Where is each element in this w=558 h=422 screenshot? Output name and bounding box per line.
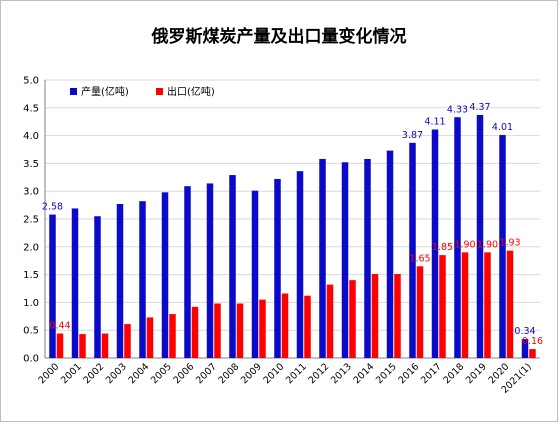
bar-production [184, 186, 191, 358]
data-label: 1.93 [499, 238, 520, 249]
bar-export [416, 266, 424, 358]
data-label: 3.87 [402, 130, 423, 141]
bar-production [116, 203, 124, 358]
bar-production [431, 129, 439, 358]
y-tick-label: 1.0 [23, 298, 39, 309]
x-tick-label: 2010 [261, 361, 286, 386]
bar-production [71, 208, 79, 358]
x-tick-label: 2004 [126, 361, 151, 386]
y-tick-label: 0.0 [23, 354, 39, 365]
bar-production [139, 201, 146, 358]
bar-export [101, 333, 109, 358]
x-tick-label: 2011 [284, 361, 309, 386]
bar-production [229, 175, 236, 358]
y-tick-label: 4.0 [23, 131, 39, 142]
bar-production [319, 158, 326, 358]
y-tick-label: 5.0 [23, 76, 39, 87]
x-tick-label: 2002 [81, 361, 106, 386]
bar-production [476, 115, 484, 358]
chart-title: 俄罗斯煤炭产量及出口量变化情况 [151, 27, 407, 47]
x-tick-label: 2017 [419, 361, 444, 386]
legend-swatch [70, 88, 77, 95]
legend-label: 出口(亿吨) [167, 85, 215, 98]
x-tick-label: 2001 [59, 361, 84, 386]
x-tick-label: 2005 [149, 361, 174, 386]
bar-export [484, 252, 491, 358]
x-tick-label: 2012 [306, 361, 331, 386]
bar-export [124, 324, 131, 358]
x-tick-label: 2007 [194, 361, 219, 386]
x-tick-label: 2003 [104, 361, 129, 386]
bar-export [349, 280, 356, 358]
data-label: 0.34 [514, 326, 535, 337]
bar-production [409, 142, 416, 358]
data-label: 1.65 [409, 253, 430, 264]
y-tick-label: 2.0 [23, 242, 39, 253]
data-label: 1.85 [432, 242, 453, 253]
bar-export [169, 314, 176, 358]
data-label: 1.90 [454, 239, 475, 250]
bar-export [304, 295, 311, 358]
bar-production [499, 135, 506, 358]
bar-export [79, 334, 86, 358]
x-tick-label: 2015 [374, 361, 399, 386]
x-tick-label: 2014 [351, 361, 376, 386]
bar-export [529, 349, 536, 358]
data-label: 0.44 [49, 321, 70, 332]
bar-export [236, 303, 244, 358]
x-tick-label: 2018 [441, 361, 466, 386]
data-label: 4.01 [492, 122, 513, 133]
data-label: 0.16 [522, 336, 543, 347]
bar-export [281, 293, 289, 358]
bar-production [206, 183, 214, 358]
x-tick-label: 2019 [464, 361, 489, 386]
y-tick-label: 3.0 [23, 187, 39, 198]
legend-label: 产量(亿吨) [81, 85, 129, 98]
bar-production [341, 162, 349, 358]
bar-export [439, 255, 446, 358]
x-tick-label: 2000 [36, 361, 61, 386]
bar-production [454, 117, 461, 358]
y-tick-label: 4.5 [23, 103, 39, 114]
x-tick-label: 2008 [216, 361, 241, 386]
data-label: 2.58 [42, 202, 63, 213]
legend-swatch [156, 88, 163, 95]
bar-production [94, 216, 101, 358]
bar-export [56, 333, 64, 358]
bar-production [161, 192, 169, 358]
bar-export [146, 317, 154, 358]
x-tick-label: 2016 [396, 361, 421, 386]
y-tick-label: 0.5 [23, 326, 39, 337]
bar-production [386, 150, 394, 358]
bar-production [274, 178, 281, 358]
bar-production [49, 214, 56, 358]
bar-export [214, 303, 221, 358]
y-tick-label: 1.5 [23, 270, 39, 281]
bar-production [251, 190, 259, 358]
y-tick-label: 2.5 [23, 215, 39, 226]
bar-export [394, 274, 401, 358]
bar-export [259, 299, 266, 358]
bar-export [506, 250, 514, 358]
bar-export [371, 274, 379, 358]
bar-production [296, 171, 304, 358]
bar-export [326, 284, 334, 358]
x-tick-label: 2013 [329, 361, 354, 386]
x-tick-label: 2009 [239, 361, 264, 386]
bar-production [364, 158, 371, 358]
x-tick-label: 2006 [171, 361, 196, 386]
data-label: 4.33 [447, 104, 468, 115]
y-tick-label: 3.5 [23, 159, 39, 170]
bar-export [461, 252, 469, 358]
data-label: 4.37 [469, 102, 490, 113]
data-label: 4.11 [424, 116, 445, 127]
data-label: 1.90 [477, 239, 498, 250]
bar-production [521, 339, 529, 358]
bar-export [191, 306, 199, 358]
